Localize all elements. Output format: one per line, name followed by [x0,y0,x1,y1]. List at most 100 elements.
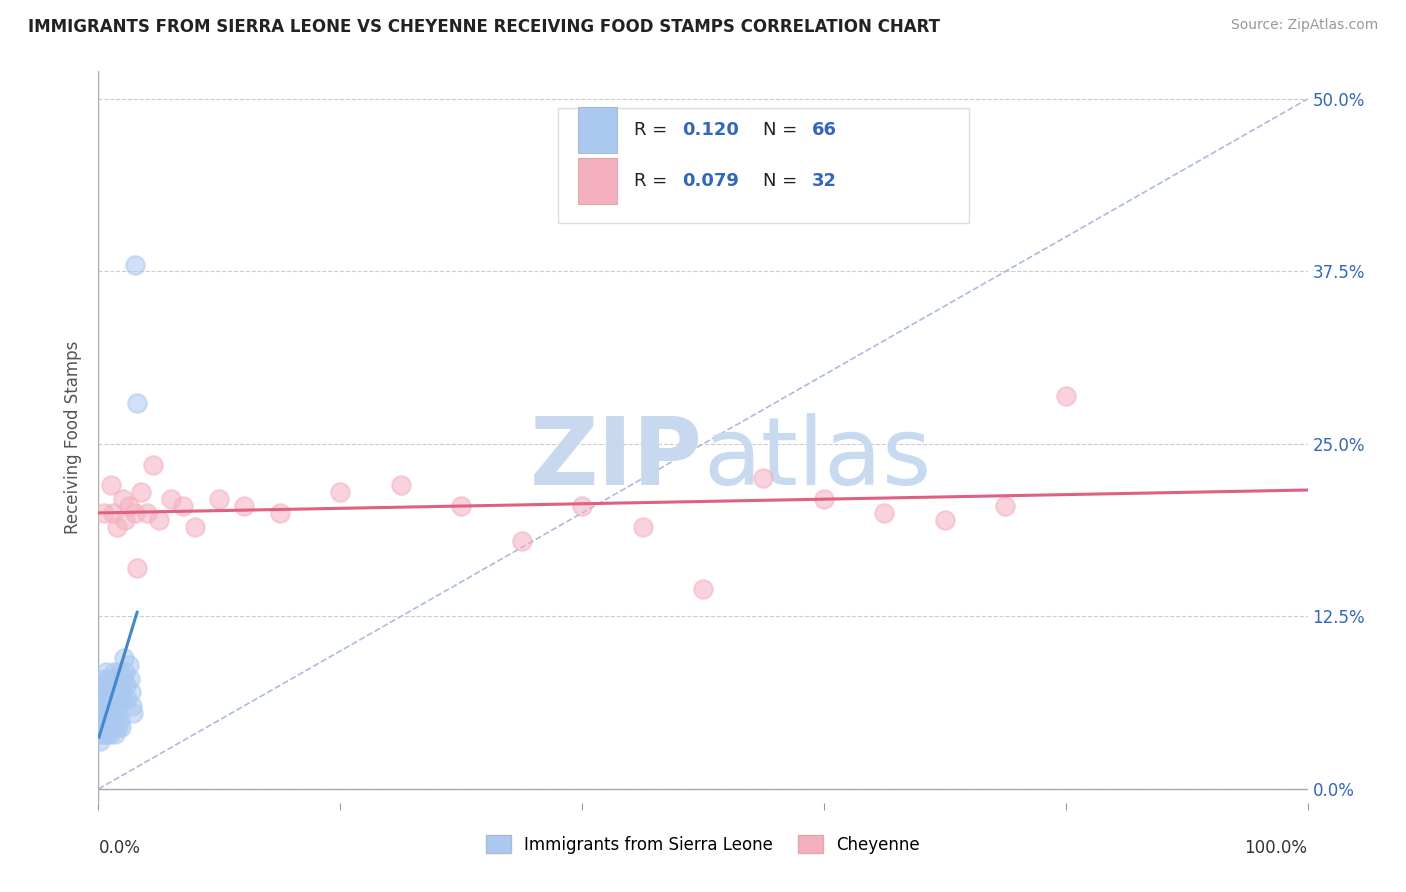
Text: 0.0%: 0.0% [98,839,141,857]
Y-axis label: Receiving Food Stamps: Receiving Food Stamps [65,341,83,533]
Point [111,692,134,706]
Point [104,699,127,714]
Point [91,678,114,692]
Point [172,499,194,513]
Text: N =: N = [763,172,803,190]
Text: Source: ZipAtlas.com: Source: ZipAtlas.com [1230,18,1378,32]
Point [96,713,118,727]
Point [90,706,112,720]
Point [93,720,115,734]
Point [813,492,835,507]
Text: 0.120: 0.120 [682,121,740,139]
Point [994,499,1017,513]
Point [114,513,136,527]
Point [107,720,129,734]
Point [329,485,352,500]
Point [97,685,120,699]
Point [108,713,131,727]
Point [114,665,136,679]
Point [124,258,146,272]
Point [91,713,114,727]
Point [100,706,122,720]
Legend: Immigrants from Sierra Leone, Cheyenne: Immigrants from Sierra Leone, Cheyenne [479,829,927,860]
Point [94,699,117,714]
Point [100,478,122,492]
Point [208,492,231,507]
Point [160,492,183,507]
Point [103,665,125,679]
Point [1054,389,1077,403]
Point [100,672,122,686]
Point [91,699,114,714]
Point [112,651,135,665]
Point [98,727,121,741]
Point [97,672,120,686]
Text: R =: R = [634,172,673,190]
Point [89,733,111,747]
Point [631,520,654,534]
Point [93,713,115,727]
Point [97,706,120,720]
Point [98,678,121,692]
Point [127,561,149,575]
Point [93,692,115,706]
Point [96,685,118,699]
Point [117,692,139,706]
Point [93,685,115,699]
Text: R =: R = [634,121,673,139]
FancyBboxPatch shape [558,108,969,224]
Point [135,506,157,520]
Point [510,533,533,548]
Point [110,685,132,699]
Point [90,720,112,734]
Text: IMMIGRANTS FROM SIERRA LEONE VS CHEYENNE RECEIVING FOOD STAMPS CORRELATION CHART: IMMIGRANTS FROM SIERRA LEONE VS CHEYENNE… [28,18,941,36]
Point [93,506,115,520]
Point [108,665,131,679]
Bar [578,158,617,204]
Point [98,713,121,727]
Point [96,665,118,679]
Point [91,727,114,741]
Point [94,678,117,692]
Point [110,720,132,734]
Point [269,506,291,520]
Point [105,706,128,720]
Point [104,727,127,741]
Text: 32: 32 [811,172,837,190]
Text: N =: N = [763,121,803,139]
Point [87,727,110,741]
Point [108,692,131,706]
Point [111,492,134,507]
Point [389,478,412,492]
Point [96,720,118,734]
Text: atlas: atlas [703,413,931,505]
Point [100,685,122,699]
Text: ZIP: ZIP [530,413,703,505]
Text: 66: 66 [811,121,837,139]
Point [752,471,775,485]
Point [124,506,146,520]
Text: 100.0%: 100.0% [1244,839,1308,857]
Point [129,485,152,500]
Point [98,699,121,714]
Point [115,678,138,692]
Point [934,513,956,527]
Point [118,499,141,513]
Point [873,506,896,520]
Point [89,699,111,714]
Point [127,395,149,409]
Point [105,520,128,534]
Point [120,685,142,699]
Point [121,699,143,714]
Point [98,692,121,706]
Point [148,513,170,527]
Point [104,678,127,692]
Point [90,692,112,706]
Point [93,672,115,686]
Point [692,582,714,596]
Point [571,499,593,513]
Point [105,672,128,686]
Point [96,699,118,714]
Point [232,499,254,513]
Point [97,720,120,734]
